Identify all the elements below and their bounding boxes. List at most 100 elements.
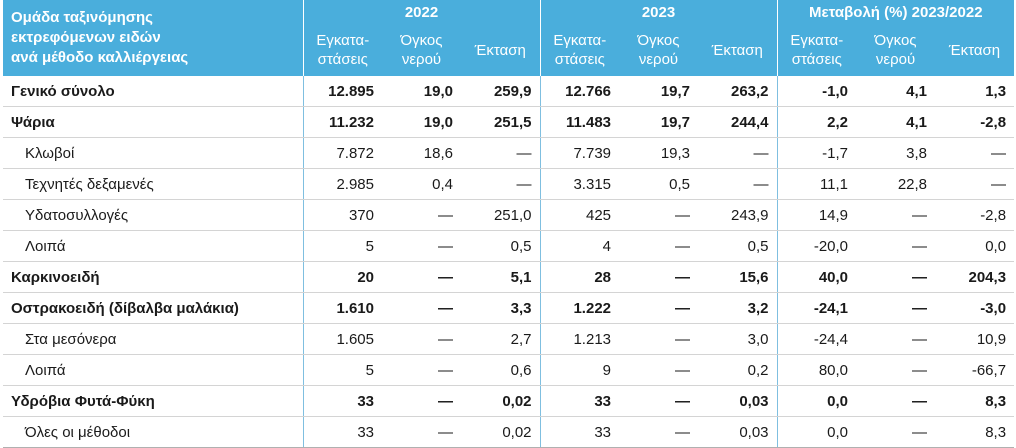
subheader-water-volume: Όγκος νερού: [619, 24, 699, 76]
table-cell: 7.872: [302, 137, 382, 169]
table-cell: 33: [302, 416, 382, 448]
subheader-installations: Εγκατα-στάσεις: [539, 24, 620, 76]
table-row: Όλες οι μέθοδοι 33—0,02 33—0,03 0,0—8,3: [3, 416, 1015, 448]
table-cell: 243,9: [698, 199, 778, 231]
table-cell: 0,5: [698, 230, 778, 262]
table-row: Στα μεσόνερα 1.605—2,7 1.213—3,0 -24,4—10,9: [3, 323, 1015, 355]
table-cell: —: [856, 230, 936, 262]
table-cell: 33: [539, 416, 620, 448]
subheader-line: Εγκατα-: [790, 32, 844, 49]
table-cell: 0,2: [698, 354, 778, 386]
table-cell: —: [856, 199, 936, 231]
row-label: Γενικό σύνολο: [3, 76, 303, 107]
group-header-2022: 2022: [302, 0, 541, 24]
table-cell: -20,0: [776, 230, 857, 262]
table-cell: 40,0: [776, 261, 857, 293]
table-header: Ομάδα ταξινόμησης εκτρεφόμενων ειδών ανά…: [3, 0, 1015, 76]
table-cell: 12.895: [302, 76, 382, 107]
subheader-installations: Εγκατα-στάσεις: [302, 24, 382, 76]
header-line: εκτρεφόμενων ειδών: [11, 29, 161, 46]
row-label: Τεχνητές δεξαμενές: [3, 168, 303, 200]
table-cell: 204,3: [935, 261, 1015, 293]
table-cell: —: [619, 199, 699, 231]
table-cell: 4: [539, 230, 620, 262]
table-cell: —: [856, 385, 936, 417]
table-cell: —: [856, 416, 936, 448]
header-line: Ομάδα ταξινόμησης: [11, 9, 153, 26]
table-cell: 10,9: [935, 323, 1015, 355]
table-cell: —: [382, 261, 461, 293]
table-cell: 3,3: [461, 292, 541, 324]
table-cell: 15,6: [698, 261, 778, 293]
table-cell: —: [619, 230, 699, 262]
table-cell: 0,02: [461, 385, 541, 417]
table-cell: -1,0: [776, 76, 857, 107]
table-cell: -1,7: [776, 137, 857, 169]
table-cell: 425: [539, 199, 620, 231]
table-cell: 8,3: [935, 416, 1015, 448]
table-cell: 370: [302, 199, 382, 231]
table-cell: —: [619, 385, 699, 417]
subheader-area: Έκταση: [935, 24, 1015, 76]
table-cell: —: [382, 230, 461, 262]
subheader-line: Έκταση: [474, 41, 526, 59]
aquaculture-table: Ομάδα ταξινόμησης εκτρεφόμενων ειδών ανά…: [3, 0, 1015, 448]
table-cell: 3,8: [856, 137, 936, 169]
row-label: Λοιπά: [3, 354, 303, 386]
subheader-area: Έκταση: [461, 24, 541, 76]
table-row: Λοιπά 5—0,6 9—0,2 80,0— -66,7: [3, 354, 1015, 386]
first-column-header: Ομάδα ταξινόμησης εκτρεφόμενων ειδών ανά…: [3, 0, 303, 76]
table-cell: 19,7: [619, 76, 699, 107]
table-cell: —: [461, 137, 541, 169]
group-header-2023: 2023: [539, 0, 778, 24]
table-cell: —: [382, 292, 461, 324]
table-cell: -66,7: [935, 354, 1015, 386]
table-cell: -24,1: [776, 292, 857, 324]
table-cell: 1.213: [539, 323, 620, 355]
subheader-line: στάσεις: [791, 51, 842, 68]
table-cell: —: [856, 354, 936, 386]
table-cell: 20: [302, 261, 382, 293]
table-cell: 0,02: [461, 416, 541, 448]
table-cell: 0,5: [461, 230, 541, 262]
subheader-line: Έκταση: [948, 41, 1001, 59]
table-cell: —: [382, 416, 461, 448]
row-label: Υδατοσυλλογές: [3, 199, 303, 231]
subheader-area: Έκταση: [698, 24, 778, 76]
row-label: Οστρακοειδή (δίβαλβα μαλάκια): [3, 292, 303, 324]
table-cell: 2,7: [461, 323, 541, 355]
group-header-change: Μεταβολή (%) 2023/2022: [776, 0, 1015, 24]
row-label: Λοιπά: [3, 230, 303, 262]
table-cell: 3,2: [698, 292, 778, 324]
table-cell: 0,4: [382, 168, 461, 200]
table-row: Ψάρια 11.232 19,0 251,5 11.483 19,7 244,4 2,2 4,…: [3, 106, 1015, 138]
table-cell: —: [382, 199, 461, 231]
table-cell: 0,6: [461, 354, 541, 386]
subheader-line: στάσεις: [554, 51, 605, 68]
table-cell: 263,2: [698, 76, 778, 107]
subheader-line: νερού: [875, 51, 916, 68]
header-line: ανά μέθοδο καλλιέργειας: [11, 49, 189, 66]
table-cell: 2.985: [302, 168, 382, 200]
table-cell: —: [382, 354, 461, 386]
table-row: Γενικό σύνολο 12.895 19,0 259,9 12.766 19,7 26…: [3, 76, 1015, 107]
table-cell: 33: [539, 385, 620, 417]
table-cell: 0,03: [698, 385, 778, 417]
subheader-line: νερού: [638, 51, 679, 68]
row-label: Ψάρια: [3, 106, 303, 138]
row-label: Υδρόβια Φυτά-Φύκη: [3, 385, 303, 417]
subheader-line: νερού: [401, 51, 442, 68]
table-cell: 3,0: [698, 323, 778, 355]
table-cell: 1.610: [302, 292, 382, 324]
table-cell: —: [619, 416, 699, 448]
table-cell: 1,3: [935, 76, 1015, 107]
table-row: Λοιπά 5—0,5 4—0,5 -20,0—0,0: [3, 230, 1015, 262]
table-row: Τεχνητές δεξαμενές 2.985 0,4—3.315 0,5—11,1…: [3, 168, 1015, 200]
table-cell: 19,7: [619, 106, 699, 138]
table-cell: 2,2: [776, 106, 857, 138]
table-cell: 1.222: [539, 292, 620, 324]
table-cell: 5: [302, 354, 382, 386]
table-cell: —: [382, 323, 461, 355]
table-cell: 9: [539, 354, 620, 386]
table-body: Γενικό σύνολο 12.895 19,0 259,9 12.766 19,7 26…: [3, 76, 1015, 448]
